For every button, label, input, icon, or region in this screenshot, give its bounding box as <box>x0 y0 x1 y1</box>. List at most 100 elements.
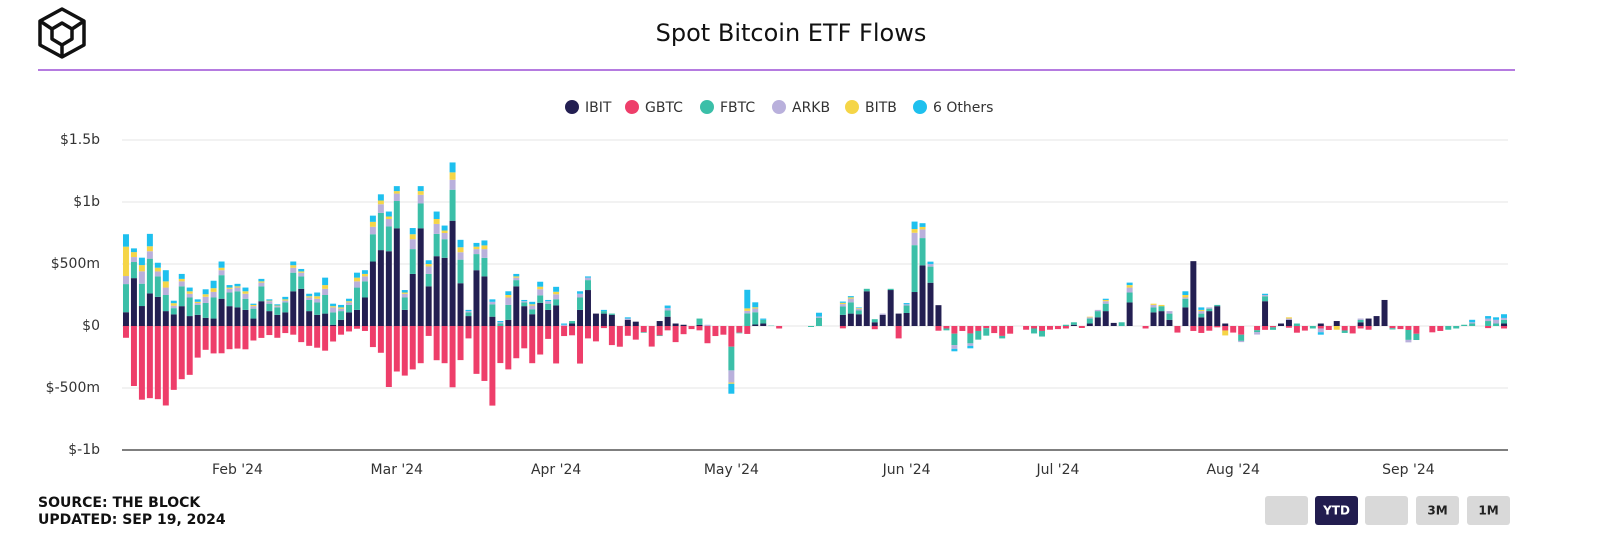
bar-segment <box>497 324 503 326</box>
bar-segment <box>394 326 400 372</box>
bar-segment <box>577 310 583 326</box>
bar-segment <box>1437 326 1443 331</box>
legend-label: 6 Others <box>933 100 993 116</box>
bar-segment <box>641 332 647 333</box>
bar-segment <box>370 227 376 234</box>
bar-segment <box>896 326 902 338</box>
range-button[interactable] <box>1365 496 1408 525</box>
bar-segment <box>752 309 758 313</box>
bar-segment <box>1214 326 1220 327</box>
bar-segment <box>1501 324 1507 326</box>
bar-segment <box>250 309 256 319</box>
bar-segment <box>1318 328 1324 332</box>
bar-segment <box>1087 324 1093 326</box>
bar-segment <box>625 320 631 326</box>
bar-segment <box>426 286 432 326</box>
bar-segment <box>242 291 248 293</box>
bar-segment <box>458 240 464 247</box>
bar-segment <box>147 251 153 258</box>
bar-segment <box>266 311 272 326</box>
bar-segment <box>1182 291 1188 295</box>
bar-segment <box>928 262 934 264</box>
bar-segment <box>1358 320 1364 322</box>
bar-segment <box>131 257 137 262</box>
bar-segment <box>840 304 846 306</box>
bar-segment <box>219 270 225 275</box>
bar-segment <box>681 326 687 334</box>
bar-segment <box>1103 304 1109 311</box>
bar-segment <box>450 190 456 221</box>
bar-segment <box>266 301 272 303</box>
bar-segment <box>537 295 543 302</box>
bar-segment <box>1286 319 1292 320</box>
bar-segment <box>147 234 153 246</box>
bar-segment <box>1023 326 1029 330</box>
range-button[interactable]: 3M <box>1416 496 1459 525</box>
bar-segment <box>378 194 384 200</box>
bar-segment <box>1254 330 1260 332</box>
bar-segment <box>760 324 766 326</box>
legend-swatch <box>625 100 639 114</box>
bar-segment <box>346 305 352 312</box>
bar-segment <box>458 252 464 259</box>
bar-segment <box>139 326 145 400</box>
bar-segment <box>904 304 910 305</box>
bar-segment <box>187 316 193 326</box>
bar-segment <box>1501 326 1507 328</box>
bar-segment <box>1055 326 1061 329</box>
bar-segment <box>458 283 464 326</box>
bar-segment <box>466 310 472 311</box>
bar-segment <box>513 280 519 286</box>
bar-segment <box>1166 314 1172 320</box>
bar-segment <box>816 313 822 317</box>
bar-segment <box>378 204 384 213</box>
bar-segment <box>402 293 408 294</box>
bar-segment <box>171 314 177 326</box>
bar-segment <box>665 311 671 317</box>
range-button[interactable]: 1M <box>1467 496 1510 525</box>
bar-segment <box>402 326 408 376</box>
bar-segment <box>569 326 575 335</box>
bar-segment <box>704 325 710 326</box>
bar-segment <box>354 310 360 326</box>
bar-segment <box>569 321 575 323</box>
bar-segment <box>346 301 352 302</box>
bar-segment <box>203 303 209 318</box>
bar-segment <box>625 326 631 336</box>
bar-segment <box>609 315 615 326</box>
bar-segment <box>497 322 503 323</box>
bar-segment <box>450 326 456 387</box>
bar-segment <box>840 302 846 303</box>
bar-segment <box>306 297 312 299</box>
legend-label: IBIT <box>585 100 612 116</box>
bar-segment <box>912 229 918 233</box>
source: SOURCE: THE BLOCK <box>38 495 201 511</box>
bar-segment <box>219 262 225 268</box>
bar-segment <box>1334 321 1340 326</box>
bar-segment <box>585 276 591 277</box>
bar-segment <box>131 326 137 386</box>
bar-segment <box>935 305 941 326</box>
bar-segment <box>163 288 169 295</box>
bar-segment <box>951 334 957 345</box>
bar-segment <box>298 271 304 272</box>
bar-segment <box>306 296 312 297</box>
bar-segment <box>657 326 663 335</box>
bar-segment <box>402 294 408 298</box>
range-button[interactable]: YTD <box>1315 496 1358 525</box>
bar-segment <box>219 275 225 299</box>
bar-segment <box>314 302 320 314</box>
bar-segment <box>473 247 479 249</box>
y-tick-label: $1b <box>73 194 100 210</box>
bar-segment <box>1493 317 1499 319</box>
bar-segment <box>131 262 137 278</box>
bar-segment <box>1206 307 1212 308</box>
button-label: 3M <box>1427 504 1447 518</box>
bar-segment <box>553 287 559 292</box>
bar-segment <box>434 326 440 360</box>
bar-segment <box>235 291 241 307</box>
bar-segment <box>1318 326 1324 328</box>
bar-segment <box>752 312 758 324</box>
range-button[interactable] <box>1265 496 1308 525</box>
bar-segment <box>1350 326 1356 333</box>
